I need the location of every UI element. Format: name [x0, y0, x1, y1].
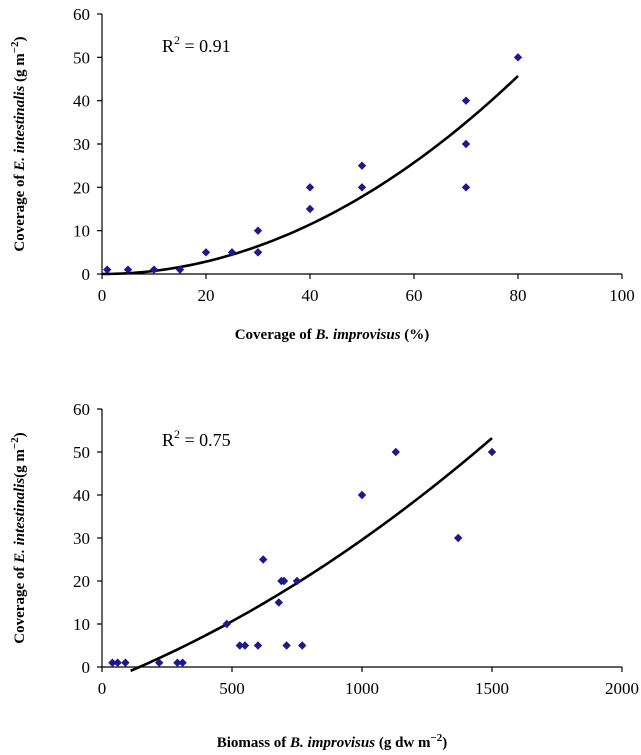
data-point — [487, 447, 497, 457]
x-axis-title: Biomass of B. improvisus (g dw m−2) — [217, 732, 448, 751]
x-axis-title: Coverage of B. improvisus (%) — [235, 327, 430, 343]
data-point — [155, 658, 164, 667]
data-point — [253, 226, 263, 235]
data-point — [253, 641, 263, 650]
data-point — [175, 265, 185, 274]
data-point — [240, 641, 250, 650]
x-tick-label: 500 — [219, 679, 245, 698]
data-point — [259, 555, 268, 564]
y-tick-label: 50 — [73, 48, 90, 67]
data-point — [282, 641, 291, 650]
r-squared-label: R2 = 0.91 — [162, 33, 231, 56]
data-point — [513, 53, 523, 62]
data-point — [461, 183, 471, 192]
y-axis-title: Coverage of E. intestinalis (g m−2) — [9, 36, 28, 251]
x-tick-label: 40 — [302, 286, 319, 305]
data-point — [222, 619, 231, 629]
r-squared-sup: 2 — [174, 33, 180, 47]
data-point — [292, 576, 302, 586]
y-tick-label: 20 — [73, 572, 90, 591]
data-point — [103, 265, 112, 274]
chart-2: 0 10 20 30 40 50 60 0 500 1000 1500 2000 R2 = 0.75 Bi… — [9, 400, 639, 751]
x-tick-label: 100 — [609, 286, 635, 305]
data-point — [357, 490, 367, 500]
x-tick-label: 1000 — [345, 679, 379, 698]
data-point — [274, 598, 283, 607]
x-tick-label: 20 — [198, 286, 215, 305]
r-squared-symbol: R — [162, 36, 174, 56]
data-point — [305, 204, 315, 214]
x-tick-label: 60 — [406, 286, 423, 305]
y-tick-label: 40 — [73, 92, 90, 111]
data-point — [149, 265, 159, 274]
data-point — [201, 248, 211, 257]
r-squared-label: R2 = 0.75 — [162, 427, 231, 450]
data-point — [178, 658, 187, 667]
r-squared-value: = 0.91 — [180, 36, 231, 56]
y-axis-title: Coverage of E. intestinalis(g m−2) — [9, 432, 28, 643]
data-point — [357, 161, 367, 170]
data-point — [227, 248, 237, 257]
data-point — [121, 658, 130, 667]
y-tick-label: 0 — [82, 265, 91, 284]
data-point — [123, 265, 133, 274]
x-tick-label: 2000 — [605, 679, 639, 698]
x-tick-label: 1500 — [475, 679, 509, 698]
y-tick-label: 10 — [73, 222, 90, 241]
r-squared-value: = 0.75 — [180, 430, 231, 450]
r-squared-sup: 2 — [174, 427, 180, 441]
data-point — [113, 658, 122, 667]
y-tick-label: 50 — [73, 443, 90, 462]
y-tick-label: 60 — [73, 400, 90, 419]
data-point — [391, 447, 400, 457]
data-point — [173, 658, 182, 667]
data-point — [461, 139, 471, 149]
y-tick-label: 40 — [73, 486, 90, 505]
r-squared-symbol: R — [162, 430, 174, 450]
data-point — [305, 183, 315, 192]
x-tick-label: 0 — [98, 679, 107, 698]
y-tick-label: 30 — [73, 135, 90, 154]
y-tick-label: 20 — [73, 178, 90, 197]
chart-1: 0 10 20 30 40 50 60 0 20 40 60 80 100 R2 = 0.91 Covera… — [9, 5, 635, 343]
y-tick-label: 0 — [82, 658, 91, 677]
trendline — [101, 75, 519, 276]
data-point — [461, 96, 471, 105]
y-tick-label: 10 — [73, 615, 90, 634]
data-point — [454, 533, 463, 543]
data-point — [235, 641, 244, 650]
x-tick-label: 0 — [98, 286, 107, 305]
data-point — [357, 183, 367, 192]
y-tick-label: 60 — [73, 5, 90, 24]
trendline — [130, 437, 493, 673]
data-point — [279, 576, 289, 586]
data-point — [298, 641, 307, 650]
data-point — [108, 658, 117, 667]
x-tick-label: 80 — [510, 286, 527, 305]
data-point — [253, 248, 263, 257]
y-tick-label: 30 — [73, 529, 90, 548]
